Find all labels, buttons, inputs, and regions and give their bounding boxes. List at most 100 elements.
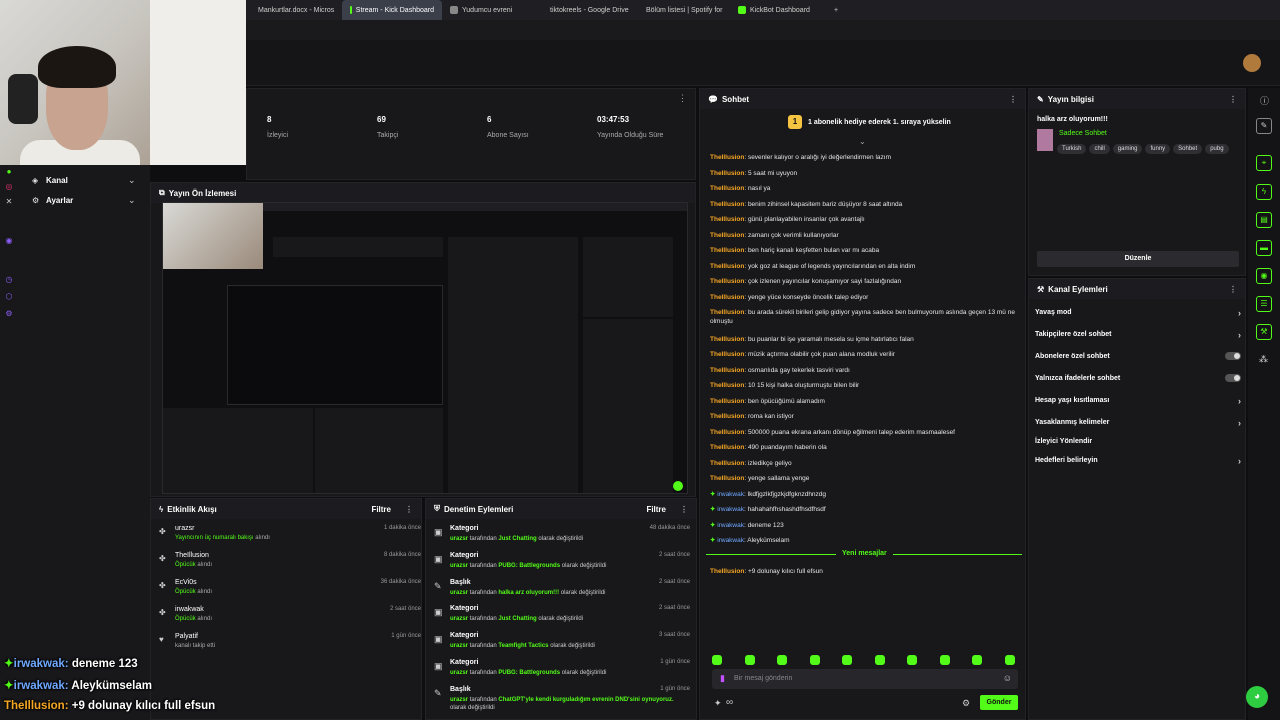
chat-username[interactable]: irwakwak [717,490,744,498]
new-tab-button[interactable]: + [834,6,839,14]
emote-icon[interactable] [907,655,917,665]
list-icon[interactable]: ☰ [1256,296,1272,312]
moderation-filter-button[interactable]: Filtre [646,504,666,514]
wrench-small-icon[interactable]: ⚒ [1256,324,1272,340]
chat-username[interactable]: irwakwak [717,506,744,513]
info-icon[interactable]: ⓘ [1260,96,1270,106]
gear-icon[interactable]: ⚙ [962,698,971,708]
chat-username[interactable]: irwakwak [717,537,744,544]
stream-preview-video[interactable] [162,202,688,494]
activity-user[interactable]: urazsr [175,525,195,532]
emote-icon[interactable] [809,655,820,665]
emote-icon[interactable] [972,655,982,665]
activity-user[interactable]: irwakwak [175,606,204,613]
user-avatar[interactable] [1243,54,1261,72]
chat-bubble-icon[interactable]: ▬ [1256,240,1272,256]
browser-tab[interactable]: tiktokreels - Google Drive [538,0,634,20]
activity-item[interactable]: ✤ irwakwak Öpücük alındı 2 saat önce [159,606,421,633]
emote-icon[interactable] [712,655,722,665]
edit-icon[interactable]: ✎ [1256,118,1272,134]
chevron-right-icon[interactable]: › [1238,330,1241,340]
browser-tab[interactable]: Bölüm listesi | Spotify for [634,0,730,20]
chat-username[interactable]: TheIllusion [710,185,745,192]
chat-username[interactable]: TheIllusion [710,309,745,316]
activity-user[interactable]: TheIllusion [175,552,209,559]
nav-item-ayarlar[interactable]: Ayarlar [46,196,74,205]
chat-username[interactable]: TheIllusion [710,154,745,161]
stream-tag[interactable]: Sohbet [1173,144,1203,154]
document-icon[interactable]: ▤ [1256,212,1272,228]
pinned-gift-banner[interactable]: 1 1 abonelik hediye ederek 1. sıraya yük… [788,115,951,129]
stream-tag[interactable]: gaming [1112,144,1143,154]
channel-action-row[interactable]: Abonelere özel sohbet [1035,352,1241,360]
stream-tag[interactable]: chill [1089,144,1110,154]
nav-item-kanal[interactable]: Kanal [46,176,68,185]
mic-icon[interactable]: ▮ [720,673,725,683]
edit-stream-info-button[interactable]: Düzenle [1037,251,1239,267]
more-options-icon[interactable]: ⋮ [680,504,688,514]
chevron-down-icon[interactable]: ⌄ [128,175,136,185]
chat-username[interactable]: TheIllusion [710,247,745,254]
chat-username[interactable]: TheIllusion [710,428,745,436]
x-icon[interactable]: ✕ [5,197,13,206]
channel-action-row[interactable]: Hedefleri belirleyin › [1035,456,1241,466]
browser-tab[interactable]: Mankurtlar.docx - Micros [246,0,342,20]
link-icon[interactable]: ⬡ [5,292,13,301]
chat-username[interactable]: TheIllusion [710,200,745,208]
chevron-right-icon[interactable]: › [1238,418,1241,428]
browser-tab[interactable]: KickBot Dashboard [730,0,826,20]
chat-username[interactable]: TheIllusion [710,475,745,482]
twitch-icon[interactable]: ◉ [5,236,13,245]
more-options-icon[interactable]: ⋮ [1229,94,1237,104]
whatsapp-icon[interactable]: ● [6,167,12,176]
chat-username[interactable]: TheIllusion [710,397,745,405]
activity-user[interactable]: EcVi0s [175,579,197,586]
channel-action-row[interactable]: Yavaş mod › [1035,308,1241,318]
chat-username[interactable]: TheIllusion [710,262,745,270]
emoji-icon[interactable]: ☺ [1002,673,1012,683]
chat-username[interactable]: TheIllusion [710,216,745,223]
settings-small-icon[interactable]: ⚙ [5,309,13,318]
activity-filter-button[interactable]: Filtre [371,504,391,514]
chat-username[interactable]: TheIllusion [710,351,745,358]
chevron-down-icon[interactable]: ⌄ [859,137,866,146]
chat-username[interactable]: TheIllusion [710,335,745,343]
chat-username[interactable]: TheIllusion [710,293,745,301]
stream-tag[interactable]: Turkish [1057,144,1087,154]
clock-icon[interactable]: ◷ [5,275,13,284]
category-name[interactable]: Sadece Sohbet [1059,130,1107,137]
chat-username[interactable]: TheIllusion [710,278,745,285]
activity-user[interactable]: Palyatif [175,633,198,640]
chat-username[interactable]: irwakwak [717,521,744,529]
instagram-icon[interactable]: ◎ [5,182,13,191]
chat-username[interactable]: TheIllusion [710,169,745,177]
channel-action-row[interactable]: Yasaklanmış kelimeler › [1035,418,1241,428]
channel-action-row[interactable]: Yalnızca ifadelerle sohbet [1035,374,1241,382]
emote-icon[interactable] [939,655,950,665]
channel-action-row[interactable]: İzleyici Yönlendir [1035,438,1241,445]
toggle-switch[interactable] [1225,352,1241,360]
emote-icon[interactable] [842,655,852,665]
chevron-right-icon[interactable]: › [1238,456,1241,466]
people-icon[interactable]: ⁂ [1259,354,1268,364]
browser-tab[interactable]: Yudumcu evreni [442,0,538,20]
chevron-right-icon[interactable]: › [1238,308,1241,318]
target-icon[interactable]: ⌖ [1256,155,1272,171]
stream-tag[interactable]: pubg [1205,144,1229,154]
emote-icon[interactable] [1004,655,1015,665]
chat-username[interactable]: TheIllusion [710,413,745,420]
chat-username[interactable]: TheIllusion [710,459,745,467]
chat-input[interactable]: ▮ Bir mesaj gönderin ☺ [712,669,1018,689]
chat-username[interactable]: TheIllusion [710,444,745,451]
more-options-icon[interactable]: ⋮ [405,504,413,514]
activity-item[interactable]: ✤ TheIllusion Öpücük alındı 8 dakika önce [159,552,421,579]
stars-icon[interactable]: ✦ [714,698,722,708]
broadcast-small-icon[interactable]: ◉ [1256,268,1272,284]
chat-username[interactable]: TheIllusion [710,231,745,239]
emote-icon[interactable] [777,655,787,665]
emote-icon[interactable] [744,655,755,665]
bolt-icon[interactable]: ϟ [1256,184,1272,200]
browser-tab[interactable]: Stream - Kick Dashboard [342,0,442,20]
chat-username[interactable]: TheIllusion [710,382,745,389]
more-options-icon[interactable]: ⋮ [1229,284,1237,294]
